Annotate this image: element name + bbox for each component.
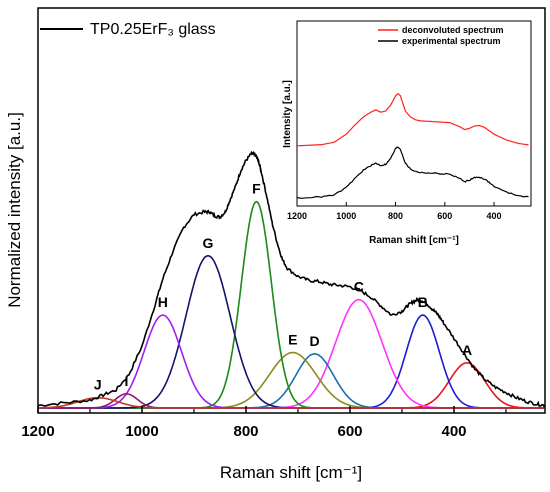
peak-label-g: G (203, 235, 214, 251)
main-x-tick-label: 400 (441, 423, 466, 440)
main-x-tick-label: 800 (233, 423, 258, 440)
main-x-tick-label: 1200 (21, 423, 54, 440)
main-legend-label: TP0.25ErF₃ glass (90, 21, 216, 38)
peak-curve-j (38, 396, 545, 409)
main-experimental-line (37, 150, 546, 408)
peak-label-d: D (310, 333, 320, 349)
peak-label-c: C (354, 279, 364, 295)
inset-x-tick-label: 1000 (336, 211, 356, 221)
inset-x-tick-label: 1200 (287, 211, 307, 221)
peak-label-e: E (288, 332, 297, 348)
peak-label-b: B (418, 294, 428, 310)
inset-y-axis-label: Intensity [a.u.] (282, 80, 293, 148)
main-x-tick-label: 600 (337, 423, 362, 440)
inset-lines (296, 92, 529, 199)
inset-legend-label-experimental: experimental spectrum (402, 36, 501, 46)
main-x-axis-label: Raman shift [cm⁻¹] (220, 463, 362, 482)
main-x-ticks: 1200 1000 800 600 400 (21, 406, 507, 440)
inset-line-deconvoluted (296, 92, 529, 147)
peak-curve-f (38, 200, 545, 409)
inset-x-tick-label: 800 (388, 211, 403, 221)
main-peak-labels: A B C DE F G H I J (94, 181, 472, 393)
main-peak-curves (38, 200, 545, 409)
peak-label-h: H (158, 294, 168, 310)
peak-label-f: F (252, 181, 261, 197)
main-plot-frame (37, 7, 546, 414)
inset-legend-label-deconvoluted: deconvoluted spectrum (402, 25, 504, 35)
inset-frame (296, 20, 532, 207)
peak-label-i: I (124, 373, 128, 389)
inset-x-axis-label: Raman shift [cm⁻¹] (369, 235, 459, 246)
main-y-axis-label: Normalized intensity [a.u.] (5, 112, 24, 308)
main-x-tick-label: 1000 (125, 423, 158, 440)
inset-x-tick-label: 600 (437, 211, 452, 221)
inset-line-experimental (296, 146, 529, 199)
peak-label-a: A (462, 342, 472, 358)
inset-x-tick-label: 400 (487, 211, 502, 221)
peak-label-j: J (94, 377, 102, 393)
inset-x-ticks: 1200 1000 800 600 400 (287, 202, 502, 221)
